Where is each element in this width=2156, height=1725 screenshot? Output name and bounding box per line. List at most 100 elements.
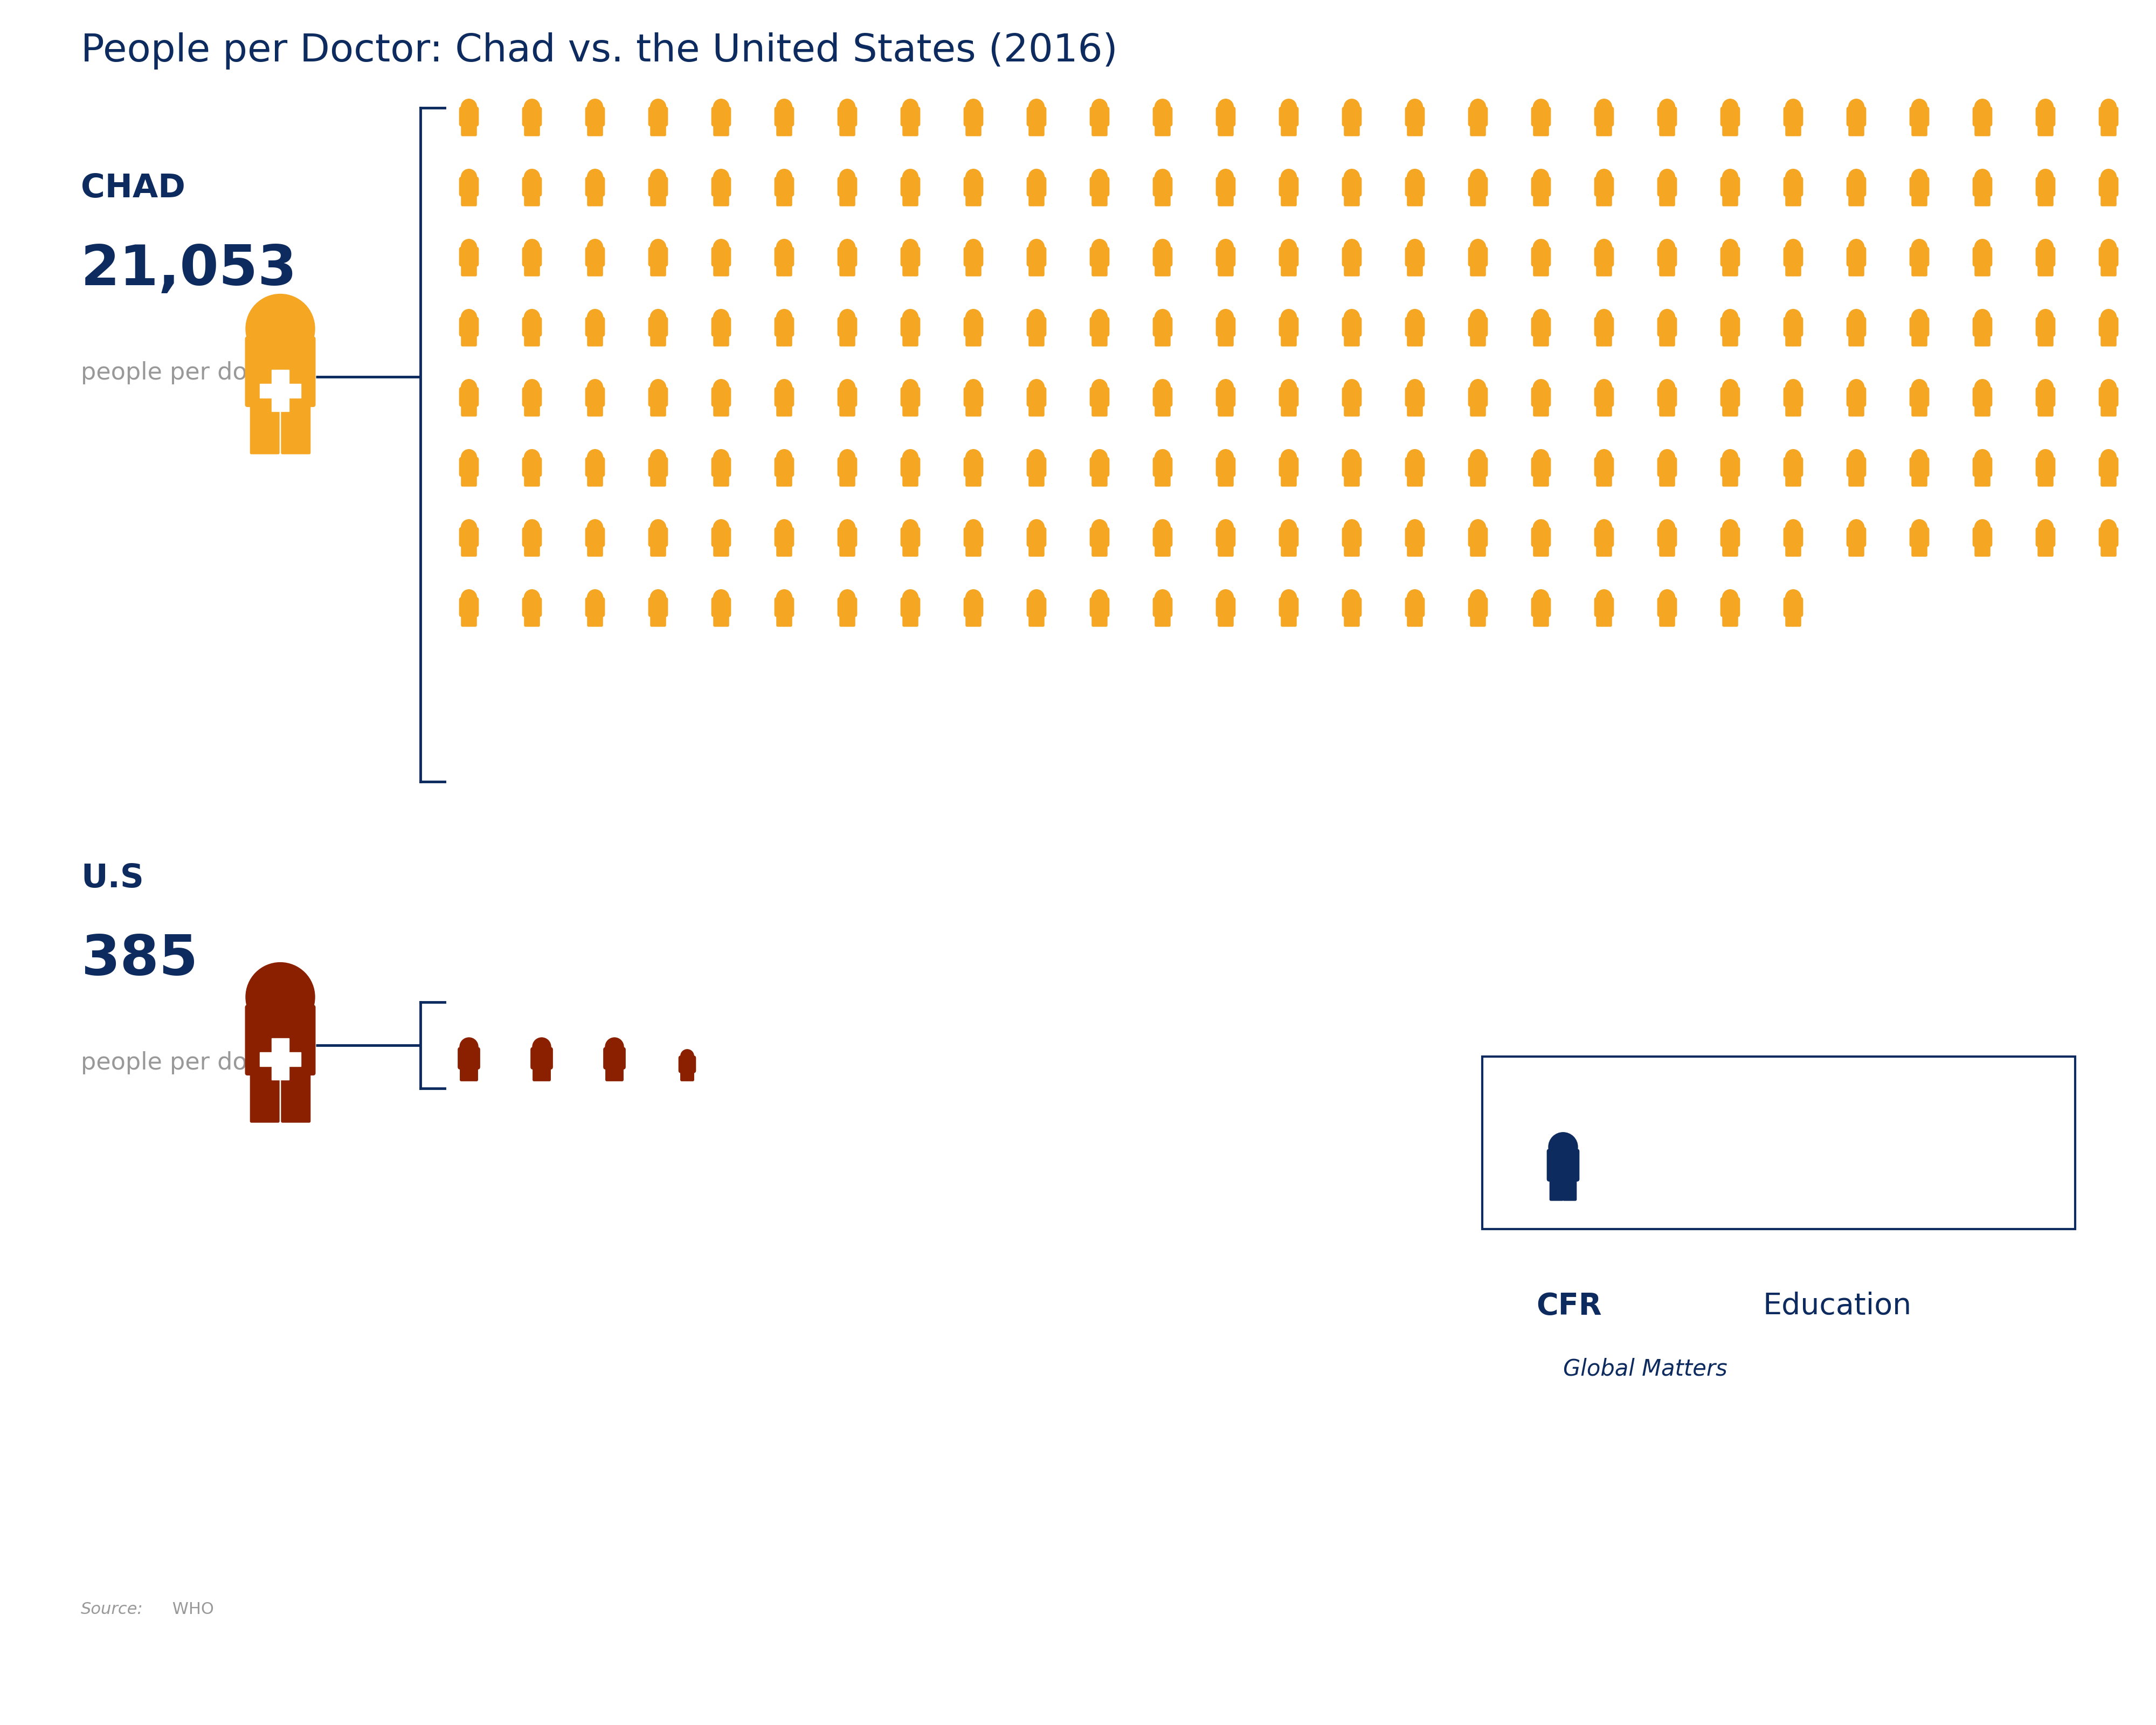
Circle shape [1218, 309, 1233, 324]
FancyBboxPatch shape [1604, 404, 1613, 416]
FancyBboxPatch shape [1531, 317, 1550, 336]
Circle shape [1028, 590, 1044, 605]
FancyBboxPatch shape [1343, 404, 1352, 416]
Circle shape [2100, 240, 2117, 255]
Circle shape [1660, 519, 1675, 535]
Circle shape [1723, 590, 1738, 605]
Circle shape [1343, 450, 1360, 466]
FancyBboxPatch shape [711, 597, 731, 616]
Circle shape [1595, 590, 1613, 605]
Circle shape [714, 380, 729, 395]
Circle shape [461, 380, 476, 395]
FancyBboxPatch shape [1100, 614, 1108, 626]
FancyBboxPatch shape [1343, 178, 1360, 197]
Circle shape [1723, 169, 1738, 185]
Circle shape [1660, 450, 1675, 466]
FancyBboxPatch shape [1281, 404, 1289, 416]
Circle shape [966, 590, 981, 605]
FancyBboxPatch shape [1981, 543, 1990, 555]
FancyBboxPatch shape [1343, 193, 1352, 205]
FancyBboxPatch shape [1539, 333, 1548, 347]
FancyBboxPatch shape [2044, 404, 2053, 416]
FancyBboxPatch shape [2109, 262, 2117, 276]
FancyBboxPatch shape [1414, 122, 1423, 136]
Circle shape [1218, 519, 1233, 535]
Circle shape [1660, 380, 1675, 395]
FancyBboxPatch shape [972, 543, 981, 555]
Circle shape [1723, 519, 1738, 535]
FancyBboxPatch shape [714, 333, 722, 347]
FancyBboxPatch shape [1912, 473, 1921, 486]
FancyBboxPatch shape [1352, 262, 1360, 276]
Circle shape [524, 98, 539, 114]
FancyBboxPatch shape [595, 193, 604, 205]
FancyBboxPatch shape [1792, 614, 1800, 626]
Circle shape [461, 590, 476, 605]
Circle shape [1408, 309, 1423, 324]
FancyBboxPatch shape [1414, 333, 1423, 347]
FancyBboxPatch shape [1539, 122, 1548, 136]
FancyBboxPatch shape [2100, 317, 2117, 336]
FancyBboxPatch shape [839, 178, 856, 197]
Circle shape [1975, 450, 1990, 466]
Circle shape [461, 169, 476, 185]
Circle shape [1281, 450, 1296, 466]
FancyBboxPatch shape [1287, 193, 1296, 205]
Circle shape [903, 240, 918, 255]
FancyBboxPatch shape [530, 404, 539, 416]
Circle shape [1975, 240, 1990, 255]
FancyBboxPatch shape [903, 333, 912, 347]
FancyBboxPatch shape [1343, 543, 1352, 555]
FancyBboxPatch shape [972, 333, 981, 347]
Circle shape [1218, 380, 1233, 395]
FancyBboxPatch shape [720, 473, 729, 486]
FancyBboxPatch shape [1225, 193, 1233, 205]
FancyBboxPatch shape [530, 262, 539, 276]
FancyBboxPatch shape [1785, 122, 1794, 136]
FancyBboxPatch shape [1343, 614, 1352, 626]
FancyBboxPatch shape [1539, 543, 1548, 555]
FancyBboxPatch shape [1162, 333, 1171, 347]
Circle shape [1408, 240, 1423, 255]
FancyBboxPatch shape [1470, 614, 1479, 626]
Circle shape [651, 240, 666, 255]
FancyBboxPatch shape [1660, 122, 1669, 136]
FancyBboxPatch shape [1091, 614, 1100, 626]
FancyBboxPatch shape [839, 528, 856, 547]
FancyBboxPatch shape [1156, 404, 1164, 416]
FancyBboxPatch shape [1091, 262, 1100, 276]
FancyBboxPatch shape [1225, 543, 1233, 555]
FancyBboxPatch shape [1856, 473, 1865, 486]
FancyBboxPatch shape [2100, 473, 2109, 486]
Circle shape [2037, 240, 2053, 255]
Text: 385: 385 [82, 933, 198, 987]
FancyBboxPatch shape [1604, 193, 1613, 205]
FancyBboxPatch shape [522, 388, 541, 407]
FancyBboxPatch shape [720, 193, 729, 205]
FancyBboxPatch shape [2037, 473, 2046, 486]
FancyBboxPatch shape [2037, 404, 2046, 416]
FancyBboxPatch shape [1720, 317, 1740, 336]
Circle shape [524, 450, 539, 466]
FancyBboxPatch shape [649, 178, 668, 197]
FancyBboxPatch shape [1153, 597, 1173, 616]
FancyBboxPatch shape [1156, 543, 1164, 555]
FancyBboxPatch shape [1848, 473, 1856, 486]
Circle shape [1470, 240, 1485, 255]
Circle shape [681, 1049, 694, 1063]
FancyBboxPatch shape [972, 122, 981, 136]
FancyBboxPatch shape [1660, 262, 1669, 276]
FancyBboxPatch shape [1156, 333, 1164, 347]
Circle shape [1975, 98, 1990, 114]
FancyBboxPatch shape [1035, 543, 1044, 555]
FancyBboxPatch shape [2035, 388, 2055, 407]
Circle shape [2037, 380, 2053, 395]
FancyBboxPatch shape [2035, 457, 2055, 476]
FancyBboxPatch shape [1910, 457, 1930, 476]
FancyBboxPatch shape [1026, 107, 1046, 126]
Circle shape [1343, 380, 1360, 395]
FancyBboxPatch shape [1856, 543, 1865, 555]
FancyBboxPatch shape [1595, 122, 1604, 136]
FancyBboxPatch shape [1026, 317, 1046, 336]
Circle shape [1912, 240, 1927, 255]
